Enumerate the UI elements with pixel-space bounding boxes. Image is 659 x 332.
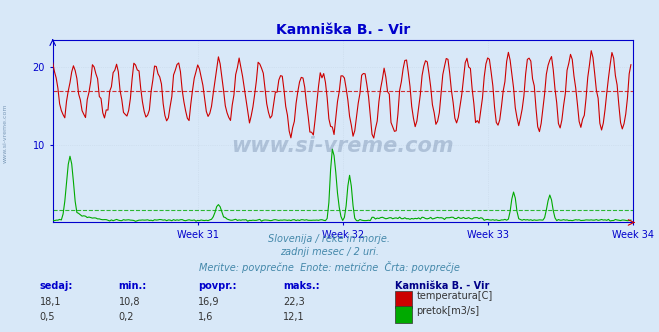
- Text: Meritve: povprečne  Enote: metrične  Črta: povprečje: Meritve: povprečne Enote: metrične Črta:…: [199, 261, 460, 273]
- Text: pretok[m3/s]: pretok[m3/s]: [416, 306, 480, 316]
- Text: 18,1: 18,1: [40, 297, 61, 307]
- Text: www.si-vreme.com: www.si-vreme.com: [3, 103, 8, 163]
- Text: povpr.:: povpr.:: [198, 281, 236, 290]
- Text: 10,8: 10,8: [119, 297, 140, 307]
- Text: 0,2: 0,2: [119, 312, 134, 322]
- Text: zadnji mesec / 2 uri.: zadnji mesec / 2 uri.: [280, 247, 379, 257]
- Text: www.si-vreme.com: www.si-vreme.com: [231, 136, 454, 156]
- Text: 16,9: 16,9: [198, 297, 219, 307]
- Text: 0,5: 0,5: [40, 312, 55, 322]
- Text: Slovenija / reke in morje.: Slovenija / reke in morje.: [268, 234, 391, 244]
- Text: Kamniška B. - Vir: Kamniška B. - Vir: [395, 281, 490, 290]
- Title: Kamniška B. - Vir: Kamniška B. - Vir: [275, 23, 410, 37]
- Text: 12,1: 12,1: [283, 312, 305, 322]
- Text: 22,3: 22,3: [283, 297, 305, 307]
- Text: 1,6: 1,6: [198, 312, 213, 322]
- Text: sedaj:: sedaj:: [40, 281, 73, 290]
- Text: maks.:: maks.:: [283, 281, 320, 290]
- Text: temperatura[C]: temperatura[C]: [416, 291, 493, 301]
- Text: min.:: min.:: [119, 281, 147, 290]
